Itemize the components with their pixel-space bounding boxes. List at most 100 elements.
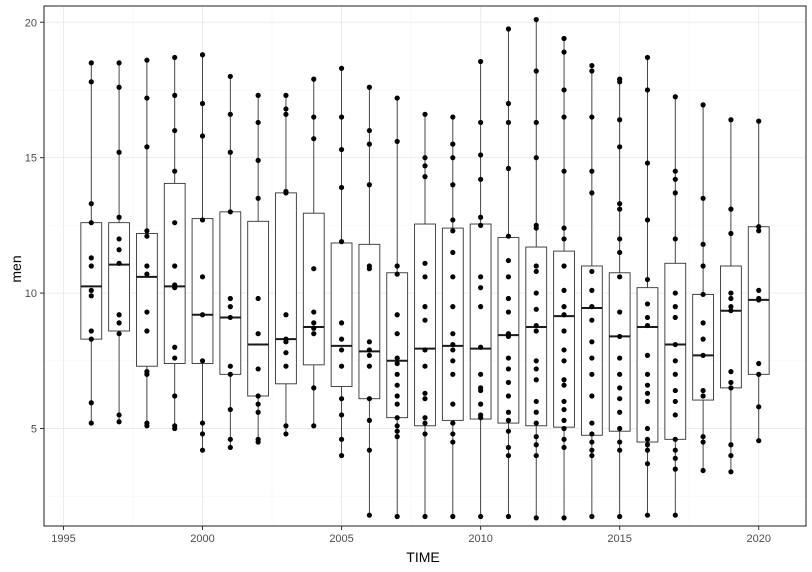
data-point [505, 309, 512, 315]
data-point [561, 114, 567, 120]
data-point [422, 415, 428, 421]
data-point [366, 339, 372, 345]
data-point [756, 228, 762, 234]
data-point [116, 419, 122, 425]
data-point [450, 228, 456, 234]
data-point [338, 65, 345, 71]
data-point [756, 118, 762, 124]
data-point [672, 447, 678, 453]
data-point [88, 60, 94, 66]
data-point [88, 400, 94, 406]
box-2003 [275, 95, 297, 437]
data-point [199, 420, 206, 426]
data-point [533, 268, 539, 275]
data-point [394, 415, 400, 421]
points-2016 [644, 54, 651, 518]
data-point [450, 513, 456, 520]
data-point [394, 355, 400, 361]
data-point [227, 149, 233, 155]
data-point [144, 423, 150, 429]
data-point [394, 393, 400, 399]
box-2002 [247, 98, 270, 443]
data-point [561, 263, 567, 269]
data-point [338, 146, 345, 153]
box-2009 [441, 117, 464, 517]
data-point [478, 344, 484, 350]
data-point [283, 92, 289, 98]
data-point [450, 331, 456, 337]
data-point [505, 100, 512, 107]
x-tick-label: 2015 [607, 533, 631, 545]
data-point [144, 309, 150, 315]
data-point [144, 144, 150, 150]
data-point [311, 114, 317, 120]
data-point [644, 301, 651, 307]
data-point [450, 371, 456, 377]
data-point [172, 344, 178, 350]
data-point [366, 266, 372, 272]
data-point [283, 312, 289, 318]
data-point [505, 452, 512, 459]
data-point [644, 398, 651, 405]
data-point [672, 358, 678, 364]
data-point [561, 382, 567, 388]
data-point [728, 295, 734, 302]
x-tick-label: 2010 [468, 533, 492, 545]
data-point [617, 439, 623, 445]
y-tick-label: 20 [25, 17, 37, 29]
data-point [728, 117, 734, 123]
data-point [728, 452, 734, 459]
data-point [255, 92, 261, 98]
data-point [672, 387, 678, 394]
data-point [672, 371, 678, 377]
data-point [617, 206, 623, 212]
data-point [672, 304, 678, 310]
data-point [700, 387, 706, 394]
data-point [116, 236, 122, 242]
data-point [644, 352, 651, 358]
data-point [366, 512, 372, 518]
points-2009 [450, 114, 456, 520]
data-point [505, 513, 512, 520]
data-point [589, 447, 595, 453]
data-point [450, 341, 456, 348]
y-axis-title: men [8, 255, 24, 282]
y-tick-label: 5 [31, 424, 37, 436]
data-point [366, 127, 372, 134]
data-point [199, 133, 206, 139]
data-point [116, 84, 122, 90]
box-2007 [386, 98, 409, 517]
data-point [422, 274, 428, 280]
data-point [728, 230, 734, 237]
data-point [394, 271, 400, 277]
data-point [617, 201, 623, 207]
data-point [533, 434, 539, 440]
data-point [172, 355, 178, 361]
data-point [617, 385, 623, 391]
points-2004 [311, 76, 317, 429]
data-point [394, 371, 400, 377]
data-point [617, 355, 623, 361]
data-point [88, 293, 94, 299]
data-point [478, 152, 484, 158]
data-point [88, 255, 94, 261]
data-point [144, 233, 150, 239]
box-rect [108, 222, 130, 332]
data-point [672, 512, 678, 518]
data-point [450, 249, 456, 256]
box-2013 [553, 38, 575, 518]
data-point [561, 406, 567, 413]
data-point [533, 16, 539, 23]
data-point [728, 442, 734, 448]
data-point [672, 398, 678, 405]
data-point [728, 385, 734, 391]
data-point [116, 312, 122, 318]
points-2005 [338, 65, 345, 459]
data-point [644, 217, 651, 223]
data-point [227, 314, 233, 321]
x-tick-label: 1995 [51, 533, 75, 545]
data-point [394, 360, 400, 367]
data-point [644, 425, 651, 432]
data-point [227, 444, 233, 451]
data-point [561, 425, 567, 432]
